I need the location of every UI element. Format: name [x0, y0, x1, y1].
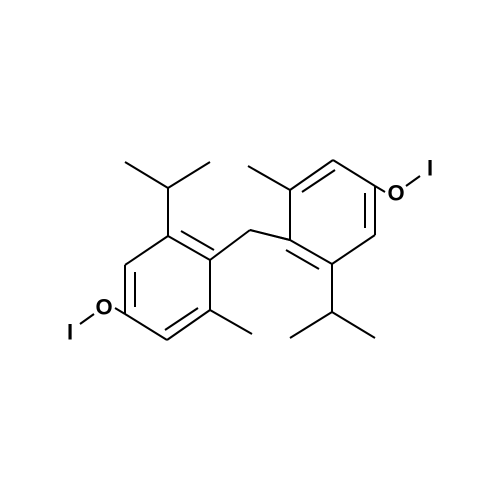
- bond: [115, 308, 125, 314]
- bond: [125, 162, 168, 188]
- bond: [302, 170, 335, 192]
- bond: [125, 314, 167, 340]
- atom-label-O: O: [387, 181, 404, 206]
- bond: [210, 310, 252, 334]
- bond: [80, 314, 94, 324]
- bond: [406, 176, 420, 186]
- atom-label-I: I: [427, 156, 433, 181]
- bond: [168, 236, 210, 260]
- bond: [210, 230, 250, 260]
- molecule-diagram: OIOI: [0, 0, 500, 500]
- bond: [290, 240, 332, 264]
- bond: [248, 166, 290, 190]
- bond: [332, 235, 375, 264]
- atom-label-I: I: [67, 320, 73, 345]
- bond: [250, 230, 290, 240]
- atom-label-O: O: [95, 295, 112, 320]
- bond: [165, 308, 198, 330]
- bond: [333, 160, 375, 186]
- bond: [375, 186, 385, 192]
- bond: [332, 312, 375, 338]
- bond: [168, 162, 210, 188]
- bond: [125, 236, 168, 265]
- bond: [290, 312, 332, 338]
